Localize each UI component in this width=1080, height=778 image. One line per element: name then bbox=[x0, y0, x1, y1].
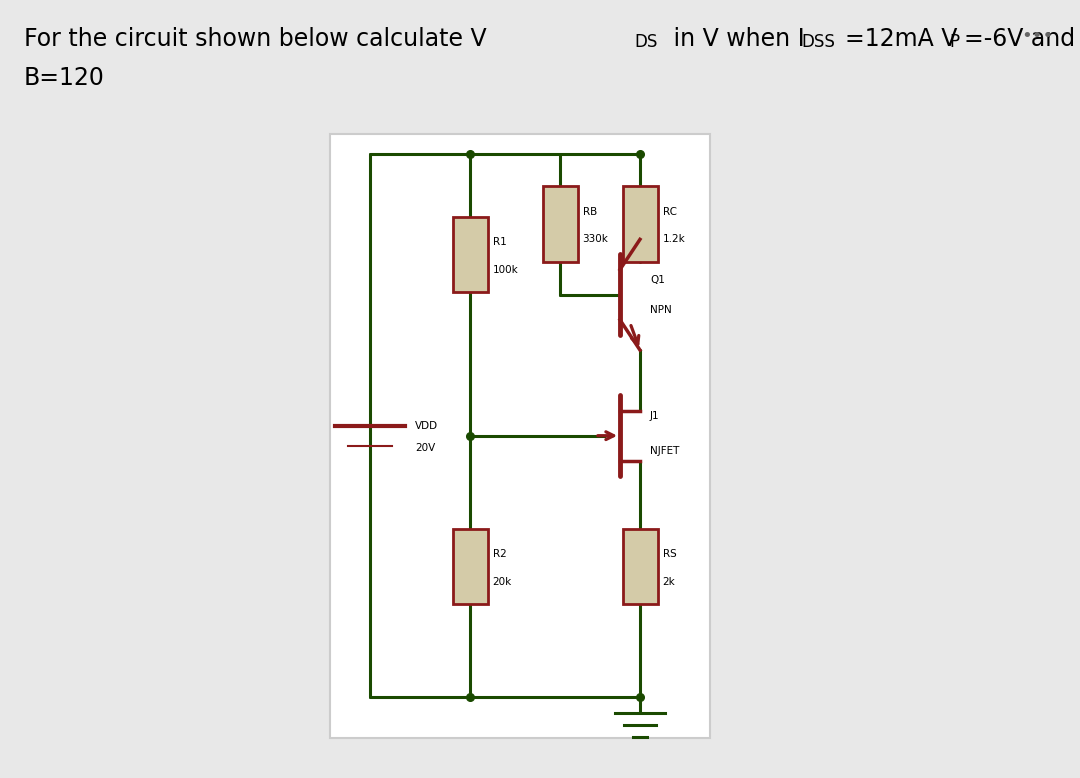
Text: 1.2k: 1.2k bbox=[662, 234, 685, 244]
Text: RC: RC bbox=[662, 207, 676, 217]
Text: RB: RB bbox=[582, 207, 597, 217]
Text: 2k: 2k bbox=[662, 576, 675, 587]
Text: =12mA V: =12mA V bbox=[845, 27, 957, 51]
Text: 100k: 100k bbox=[492, 265, 518, 275]
Bar bbox=[453, 217, 487, 293]
Text: DS: DS bbox=[634, 33, 658, 51]
Text: 20k: 20k bbox=[492, 576, 512, 587]
Text: P: P bbox=[949, 33, 959, 51]
Bar bbox=[330, 134, 710, 738]
Text: J1: J1 bbox=[650, 411, 660, 421]
Text: VDD: VDD bbox=[415, 421, 438, 430]
Text: =-6V and: =-6V and bbox=[964, 27, 1076, 51]
Text: 20V: 20V bbox=[415, 443, 435, 453]
Text: R1: R1 bbox=[492, 237, 507, 247]
Text: Q1: Q1 bbox=[650, 275, 665, 285]
Text: RS: RS bbox=[662, 549, 676, 559]
Bar bbox=[622, 187, 658, 262]
Text: NJFET: NJFET bbox=[650, 446, 679, 456]
Bar bbox=[453, 529, 487, 605]
Text: NPN: NPN bbox=[650, 305, 672, 315]
Text: 330k: 330k bbox=[582, 234, 608, 244]
Bar bbox=[622, 529, 658, 605]
Text: R2: R2 bbox=[492, 549, 507, 559]
Text: DSS: DSS bbox=[801, 33, 835, 51]
Text: •••: ••• bbox=[1021, 27, 1053, 45]
Text: B=120: B=120 bbox=[24, 66, 105, 90]
Text: For the circuit shown below calculate V: For the circuit shown below calculate V bbox=[24, 27, 486, 51]
Text: in V when I: in V when I bbox=[666, 27, 805, 51]
Bar bbox=[542, 187, 578, 262]
